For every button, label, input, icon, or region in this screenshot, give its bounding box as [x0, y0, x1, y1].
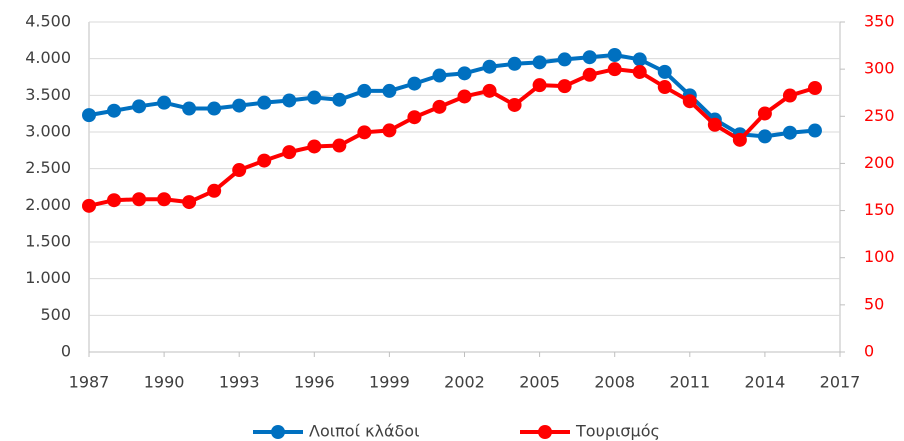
data-point [732, 132, 747, 147]
data-point [82, 108, 96, 123]
y2-tick-label: 350 [864, 12, 895, 31]
y2-tick-label: 150 [864, 200, 895, 219]
y2-tick-label: 250 [864, 106, 895, 125]
data-point [257, 95, 272, 110]
data-point [757, 106, 772, 121]
data-point [507, 56, 522, 71]
data-point [232, 163, 247, 178]
data-point [207, 101, 222, 116]
y-tick-label: 4.500 [25, 12, 71, 31]
data-point [557, 79, 572, 94]
data-point [332, 138, 347, 153]
data-point [532, 55, 547, 70]
x-tick-label: 2008 [594, 373, 635, 392]
data-point [182, 101, 197, 116]
x-tick-label: 2014 [745, 373, 786, 392]
data-point [782, 88, 797, 103]
data-point [257, 153, 272, 168]
x-tick-label: 1996 [294, 373, 335, 392]
data-point [382, 123, 397, 138]
data-point [382, 83, 397, 98]
data-point [657, 80, 672, 95]
y-tick-label: 0 [61, 342, 71, 361]
data-point [457, 66, 472, 81]
x-tick-label: 1990 [144, 373, 185, 392]
data-point [107, 193, 122, 208]
y-tick-label: 500 [40, 305, 71, 324]
data-point [757, 129, 772, 144]
series-line [88, 67, 816, 208]
y-tick-label: 1.500 [25, 232, 71, 251]
data-point [807, 81, 822, 95]
x-tick-label: 2017 [820, 373, 861, 392]
data-point [482, 83, 497, 98]
y-tick-label: 2.000 [25, 195, 71, 214]
data-point [82, 198, 96, 213]
data-point [632, 64, 647, 79]
x-tick-label: 1987 [69, 373, 110, 392]
data-point [582, 67, 597, 82]
y-tick-label: 4.000 [25, 48, 71, 67]
data-point [232, 98, 247, 113]
data-point [632, 52, 647, 67]
data-point [132, 192, 147, 207]
y-tick-label: 3.500 [25, 85, 71, 104]
data-point [207, 183, 222, 198]
data-point [807, 123, 822, 138]
x-tick-label: 2005 [519, 373, 560, 392]
y2-tick-label: 100 [864, 247, 895, 266]
data-point [432, 68, 447, 83]
data-point [332, 92, 347, 107]
data-point [182, 195, 197, 210]
y2-tick-label: 200 [864, 153, 895, 172]
legend-label: Λοιποί κλάδοι [309, 422, 420, 441]
data-point [407, 76, 422, 91]
data-point [282, 145, 297, 160]
data-point [157, 192, 172, 207]
data-point [282, 93, 297, 108]
data-point [557, 52, 572, 67]
x-tick-label: 1999 [369, 373, 410, 392]
data-point [407, 110, 422, 125]
data-point [657, 64, 672, 79]
data-point [607, 48, 622, 62]
data-point [132, 99, 147, 114]
data-point [457, 89, 472, 104]
y-tick-label: 3.000 [25, 122, 71, 141]
data-point [357, 83, 372, 98]
x-tick-label: 2002 [444, 373, 485, 392]
y2-tick-label: 300 [864, 59, 895, 78]
data-point [707, 117, 722, 132]
data-point [107, 103, 122, 118]
x-tick-label: 1993 [219, 373, 260, 392]
data-point [682, 94, 697, 109]
legend-marker [271, 425, 285, 439]
x-tick-label: 2011 [669, 373, 710, 392]
data-point [782, 125, 797, 140]
data-point [357, 125, 372, 140]
y2-tick-label: 50 [864, 294, 884, 313]
data-point [432, 99, 447, 114]
y-tick-label: 2.500 [25, 158, 71, 177]
data-point [307, 139, 322, 154]
data-point [482, 59, 497, 74]
legend-label: Τουρισμός [575, 422, 660, 441]
data-point [532, 78, 547, 93]
data-point [157, 95, 172, 110]
y2-tick-label: 0 [864, 342, 874, 361]
legend-marker [538, 425, 552, 439]
data-point [307, 90, 322, 105]
data-point [582, 50, 597, 65]
data-point [507, 97, 522, 112]
data-point [607, 62, 622, 77]
y-tick-label: 1.000 [25, 268, 71, 287]
